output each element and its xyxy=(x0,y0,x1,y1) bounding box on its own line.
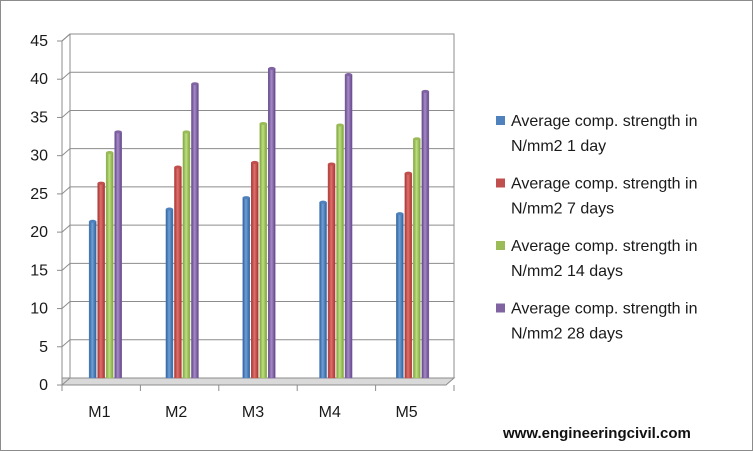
y-axis: 0 5 10 15 20 25 30 35 40 45 xyxy=(30,33,455,394)
bar-M4-1 xyxy=(319,201,327,379)
bar-M4-3 xyxy=(336,124,344,379)
gridline-depth xyxy=(61,301,71,309)
bar-M3-3 xyxy=(259,123,267,379)
bar-cap xyxy=(89,219,97,223)
y-tick-label: 35 xyxy=(30,109,48,126)
gridline-depth xyxy=(61,71,71,80)
y-tick-label: 40 xyxy=(30,71,48,88)
bar-M1-1 xyxy=(88,221,97,379)
bar-cap xyxy=(259,121,267,125)
legend-swatch xyxy=(496,303,505,313)
y-tick-label: 15 xyxy=(30,262,48,279)
bar-M1-4 xyxy=(114,131,122,379)
gridline-depth xyxy=(61,339,71,348)
bar-cap xyxy=(319,200,327,204)
y-tick-label: 45 xyxy=(30,33,48,50)
chart-floor xyxy=(61,377,456,386)
bar-M5-4 xyxy=(421,91,430,379)
bar-M3-2 xyxy=(251,162,259,379)
axis-depth-edge xyxy=(61,33,71,42)
y-tick-label: 30 xyxy=(30,148,48,165)
bar-M5-1 xyxy=(396,213,404,379)
bar-cap xyxy=(421,89,429,93)
bar-cap xyxy=(182,130,190,134)
bar-cap xyxy=(336,123,344,127)
y-tick-label: 0 xyxy=(39,377,48,394)
bar-cap xyxy=(106,150,114,154)
bar-cap xyxy=(328,162,336,166)
watermark-text: www.engineeringcivil.com xyxy=(502,425,691,442)
bar-cap xyxy=(165,207,173,211)
bar-cap xyxy=(251,160,259,164)
y-tick-label: 20 xyxy=(30,224,48,241)
bar-M2-4 xyxy=(191,83,199,379)
legend-swatch xyxy=(496,241,505,250)
bar-cap xyxy=(404,171,412,175)
bar-cap xyxy=(396,212,404,216)
bar-M5-3 xyxy=(413,138,421,379)
gridline-depth xyxy=(61,186,71,195)
legend-label: N/mm2 7 days xyxy=(511,201,614,218)
gridline-depth xyxy=(61,148,71,157)
bar-cap xyxy=(97,181,105,185)
legend-label: N/mm2 28 days xyxy=(511,326,623,343)
legend-swatch xyxy=(496,178,505,188)
x-tick-label: M3 xyxy=(242,404,264,421)
bar-M2-2 xyxy=(174,166,182,379)
gridline-depth xyxy=(61,377,71,386)
bar-cap xyxy=(413,137,421,141)
x-tick-label: M1 xyxy=(88,404,110,421)
bar-cap xyxy=(191,82,199,86)
bar-M5-2 xyxy=(404,172,413,379)
x-tick-label: M5 xyxy=(395,404,417,421)
legend-label: N/mm2 14 days xyxy=(511,263,623,280)
y-tick-label: 10 xyxy=(30,301,48,318)
y-tick-label: 5 xyxy=(39,339,48,356)
bar-cap xyxy=(268,66,276,70)
legend-label: Average comp. strength in xyxy=(511,238,697,255)
gridline-depth xyxy=(61,262,71,271)
legend: Average comp. strength in N/mm2 1 day Aver… xyxy=(496,113,697,343)
bar-M4-4 xyxy=(344,74,353,379)
bar-cap xyxy=(114,130,122,134)
legend-label: Average comp. strength in xyxy=(511,113,697,130)
bars xyxy=(88,66,430,379)
bar-M2-3 xyxy=(182,131,191,379)
bar-M1-2 xyxy=(97,182,105,379)
bar-M3-1 xyxy=(242,197,250,379)
bar-cap xyxy=(242,196,250,200)
bar-M3-4 xyxy=(268,68,276,379)
gridline-depth xyxy=(61,224,71,233)
legend-label: Average comp. strength in xyxy=(511,176,697,193)
x-tick-label: M4 xyxy=(319,404,341,421)
x-axis-labels: M1 M2 M3 M4 M5 xyxy=(88,404,418,421)
bar-M2-1 xyxy=(165,208,174,379)
bar-M1-3 xyxy=(105,152,114,379)
y-tick-label: 25 xyxy=(30,186,48,203)
gridline-depth xyxy=(61,110,71,118)
bar-M4-2 xyxy=(327,163,336,379)
legend-label: Average comp. strength in xyxy=(511,301,697,318)
legend-label: N/mm2 1 day xyxy=(511,138,606,155)
legend-swatch xyxy=(496,116,505,125)
x-tick-label: M2 xyxy=(165,404,187,421)
bar-cap xyxy=(345,73,353,77)
bar-cap xyxy=(174,165,182,169)
